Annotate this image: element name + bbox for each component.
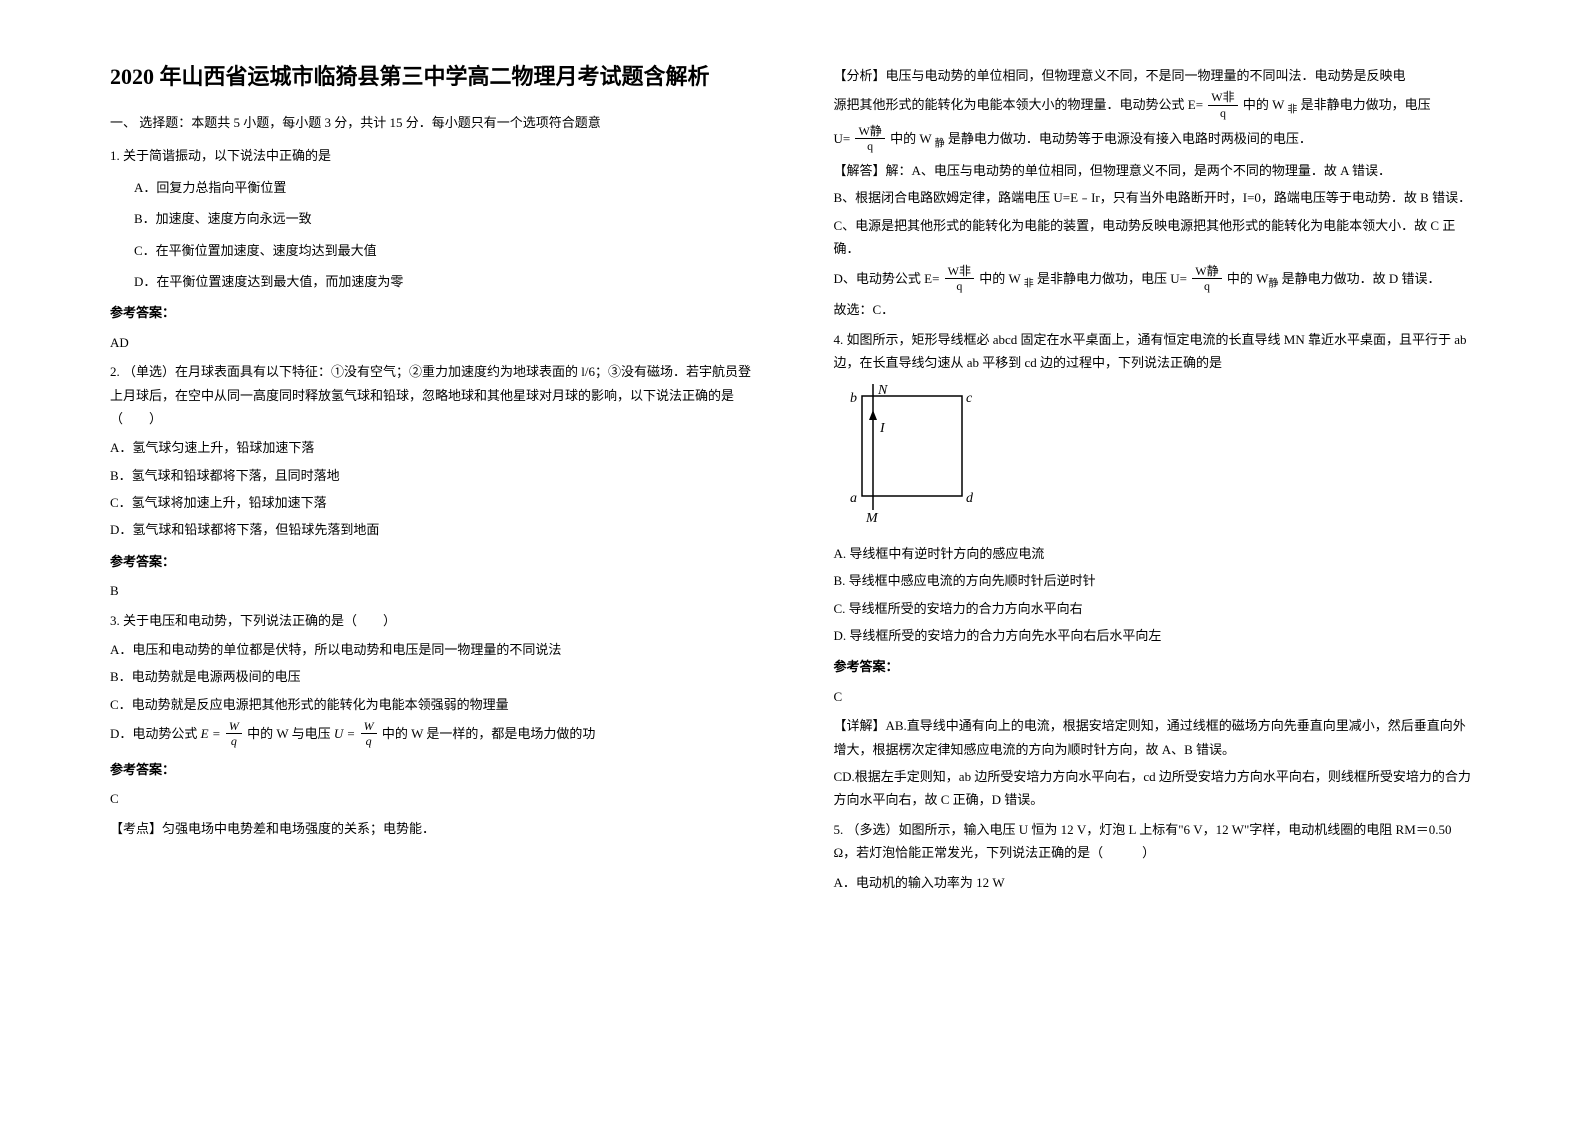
q4-opt-d: D. 导线框所受的安培力的合力方向先水平向右后水平向左 [834,624,1478,647]
q3-jieda-b: B、根据闭合电路欧姆定律，路端电压 U=E﹣Ir，只有当外电路断开时，I=0，路… [834,186,1478,209]
frac-W-q-1: W q [226,720,242,750]
section-heading: 一、 选择题：本题共 5 小题，每小题 3 分，共计 15 分．每小题只有一个选… [110,111,754,134]
formula-U: U = W q [334,720,379,750]
q2-stem: 2. （单选）在月球表面具有以下特征：①没有空气；②重力加速度约为地球表面的 l… [110,360,754,430]
q3-fenxi2-end: 是非静电力做功，电压 [1301,97,1431,112]
sub-jing: 静 [935,139,945,150]
rect-abcd [862,396,962,496]
label-c: c [966,391,973,406]
q3-fenxi3-prefix: U= [834,131,851,146]
frac-Wfei-q: W非 q [1208,91,1237,121]
frac-num: W静 [1192,265,1221,279]
q2-answer-label: 参考答案： [110,550,754,573]
q1-opt-a: A．回复力总指向平衡位置 [134,176,754,199]
E-eq: E = [201,726,221,741]
q5-opt-a: A．电动机的输入功率为 12 W [834,871,1478,894]
q1-opt-c: C．在平衡位置加速度、速度均达到最大值 [134,239,754,262]
q1-opt-b: B．加速度、速度方向永远一致 [134,207,754,230]
q4-opt-b: B. 导线框中感应电流的方向先顺时针后逆时针 [834,569,1478,592]
left-column: 2020 年山西省运城市临猗县第三中学高二物理月考试题含解析 一、 选择题：本题… [90,60,794,1082]
q4-xiangjie1: 【详解】AB.直导线中通有向上的电流，根据安培定则知，通过线框的磁场方向先垂直向… [834,714,1478,761]
q1-answer: AD [110,331,754,354]
q3-answer-label: 参考答案： [110,758,754,781]
frac-num: W [226,720,242,734]
formula-E: E = W q [201,720,244,750]
frac-W-q-2: W q [361,720,377,750]
q3-jieda-d: D、电动势公式 E= W非 q 中的 W 非 是非静电力做功，电压 U= W静 … [834,265,1478,295]
q3-jieda-c: C、电源是把其他形式的能转化为电能的装置，电动势反映电源把其他形式的能转化为电能… [834,214,1478,261]
label-N: N [877,384,888,398]
q2-answer: B [110,579,754,602]
frac-Wfei-q-2: W非 q [945,265,974,295]
rect-diagram-svg: b c a d N M I [840,384,990,524]
frac-num: W静 [855,125,884,139]
q3-opt-a: A．电压和电动势的单位都是伏特，所以电动势和电压是同一物理量的不同说法 [110,638,754,661]
q3-fenxi2-prefix: 源把其他形式的能转化为电能本领大小的物理量．电动势公式 E= [834,97,1204,112]
q2-opt-d: D．氢气球和铅球都将下落，但铅球先落到地面 [110,518,754,541]
q3-jiedaD-mid2: 是非静电力做功，电压 U= [1037,270,1187,285]
q4-stem: 4. 如图所示，矩形导线框必 abcd 固定在水平桌面上，通有恒定电流的长直导线… [834,328,1478,375]
q3-opt-d: D．电动势公式 E = W q 中的 W 与电压 U = W q 中的 W 是一… [110,720,754,750]
label-M: M [865,511,879,524]
q3-jiedaD-mid3: 中的 W [1227,270,1269,285]
label-a: a [850,491,857,506]
q3-jieda-a: 【解答】解：A、电压与电动势的单位相同，但物理意义不同，是两个不同的物理量．故 … [834,159,1478,182]
q3-opt-b: B．电动势就是电源两极间的电压 [110,665,754,688]
q3-guxuan: 故选：C． [834,298,1478,321]
q3-opt-d-suffix: 中的 W 是一样的，都是电场力做的功 [382,726,596,741]
label-d: d [966,491,974,506]
sub-fei: 非 [1287,105,1297,116]
q1-stem: 1. 关于简谐振动，以下说法中正确的是 [110,144,754,167]
q4-xiangjie2: CD.根据左手定则知，ab 边所受安培力方向水平向右，cd 边所受安培力方向水平… [834,765,1478,812]
q3-fenxi3-end: 是静电力做功．电动势等于电源没有接入电路时两极间的电压． [948,131,1312,146]
label-b: b [850,391,857,406]
frac-den: q [361,734,377,750]
q3-fenxi2-suffix: 中的 W [1243,97,1288,112]
q4-diagram: b c a d N M I [840,384,1478,531]
frac-den: q [855,139,884,155]
sub-fei: 非 [1024,278,1034,289]
q1-opt-d: D．在平衡位置速度达到最大值，而加速度为零 [134,270,754,293]
q3-jiedaD-end: 是静电力做功．故 D 错误． [1282,270,1441,285]
right-column: 【分析】电压与电动势的单位相同，但物理意义不同，不是同一物理量的不同叫法．电动势… [794,60,1498,1082]
q3-kaodian: 【考点】匀强电场中电势差和电场强度的关系；电势能． [110,817,754,840]
frac-num: W [361,720,377,734]
q3-fenxi1: 【分析】电压与电动势的单位相同，但物理意义不同，不是同一物理量的不同叫法．电动势… [834,64,1478,87]
q3-answer: C [110,787,754,810]
q3-opt-d-prefix: D．电动势公式 [110,726,197,741]
frac-Wjing-q: W静 q [855,125,884,155]
q4-answer-label: 参考答案： [834,655,1478,678]
q3-fenxi2: 源把其他形式的能转化为电能本领大小的物理量．电动势公式 E= W非 q 中的 W… [834,91,1478,121]
q4-answer: C [834,685,1478,708]
q3-jiedaD-prefix: D、电动势公式 E= [834,270,940,285]
q2-opt-c: C．氢气球将加速上升，铅球加速下落 [110,491,754,514]
q3-jiedaD-mid1: 中的 W [979,270,1024,285]
page-title: 2020 年山西省运城市临猗县第三中学高二物理月考试题含解析 [110,60,754,93]
q3-fenxi3-mid: 中的 W [890,131,935,146]
frac-Wjing-q-2: W静 q [1192,265,1221,295]
frac-den: q [1208,106,1237,122]
U-eq: U = [334,726,355,741]
arrow-I [869,410,877,420]
q3-opt-d-mid: 中的 W 与电压 [247,726,331,741]
q5-stem: 5. （多选）如图所示，输入电压 U 恒为 12 V，灯泡 L 上标有"6 V，… [834,818,1478,865]
q3-opt-c: C．电动势就是反应电源把其他形式的能转化为电能本领强弱的物理量 [110,693,754,716]
q4-opt-a: A. 导线框中有逆时针方向的感应电流 [834,542,1478,565]
frac-num: W非 [1208,91,1237,105]
q4-opt-c: C. 导线框所受的安培力的合力方向水平向右 [834,597,1478,620]
frac-den: q [945,279,974,295]
frac-num: W非 [945,265,974,279]
q2-opt-a: A．氢气球匀速上升，铅球加速下落 [110,436,754,459]
frac-den: q [226,734,242,750]
sub-jing: 静 [1268,278,1278,289]
q2-opt-b: B．氢气球和铅球都将下落，且同时落地 [110,464,754,487]
label-I: I [879,421,886,436]
frac-den: q [1192,279,1221,295]
q3-stem: 3. 关于电压和电动势，下列说法正确的是（ ） [110,609,754,632]
q1-answer-label: 参考答案： [110,301,754,324]
q3-fenxi3: U= W静 q 中的 W 静 是静电力做功．电动势等于电源没有接入电路时两极间的… [834,125,1478,155]
